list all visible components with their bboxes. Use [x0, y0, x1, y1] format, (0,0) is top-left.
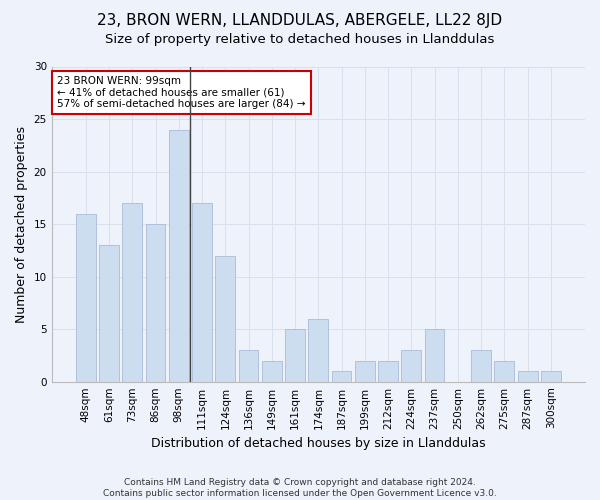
Bar [494, 360, 514, 382]
Y-axis label: Number of detached properties: Number of detached properties [15, 126, 28, 322]
Bar [401, 350, 421, 382]
Text: 23 BRON WERN: 99sqm
← 41% of detached houses are smaller (61)
57% of semi-detach: 23 BRON WERN: 99sqm ← 41% of detached ho… [57, 76, 305, 109]
Bar [308, 318, 328, 382]
Bar [239, 350, 259, 382]
Bar [76, 214, 95, 382]
Bar [192, 203, 212, 382]
Text: 23, BRON WERN, LLANDDULAS, ABERGELE, LL22 8JD: 23, BRON WERN, LLANDDULAS, ABERGELE, LL2… [97, 12, 503, 28]
Bar [518, 371, 538, 382]
Bar [332, 371, 352, 382]
X-axis label: Distribution of detached houses by size in Llanddulas: Distribution of detached houses by size … [151, 437, 485, 450]
Bar [169, 130, 188, 382]
Bar [425, 329, 445, 382]
Bar [262, 360, 282, 382]
Text: Contains HM Land Registry data © Crown copyright and database right 2024.
Contai: Contains HM Land Registry data © Crown c… [103, 478, 497, 498]
Bar [471, 350, 491, 382]
Bar [122, 203, 142, 382]
Text: Size of property relative to detached houses in Llanddulas: Size of property relative to detached ho… [106, 32, 494, 46]
Bar [285, 329, 305, 382]
Bar [146, 224, 166, 382]
Bar [378, 360, 398, 382]
Bar [215, 256, 235, 382]
Bar [99, 245, 119, 382]
Bar [541, 371, 561, 382]
Bar [355, 360, 375, 382]
